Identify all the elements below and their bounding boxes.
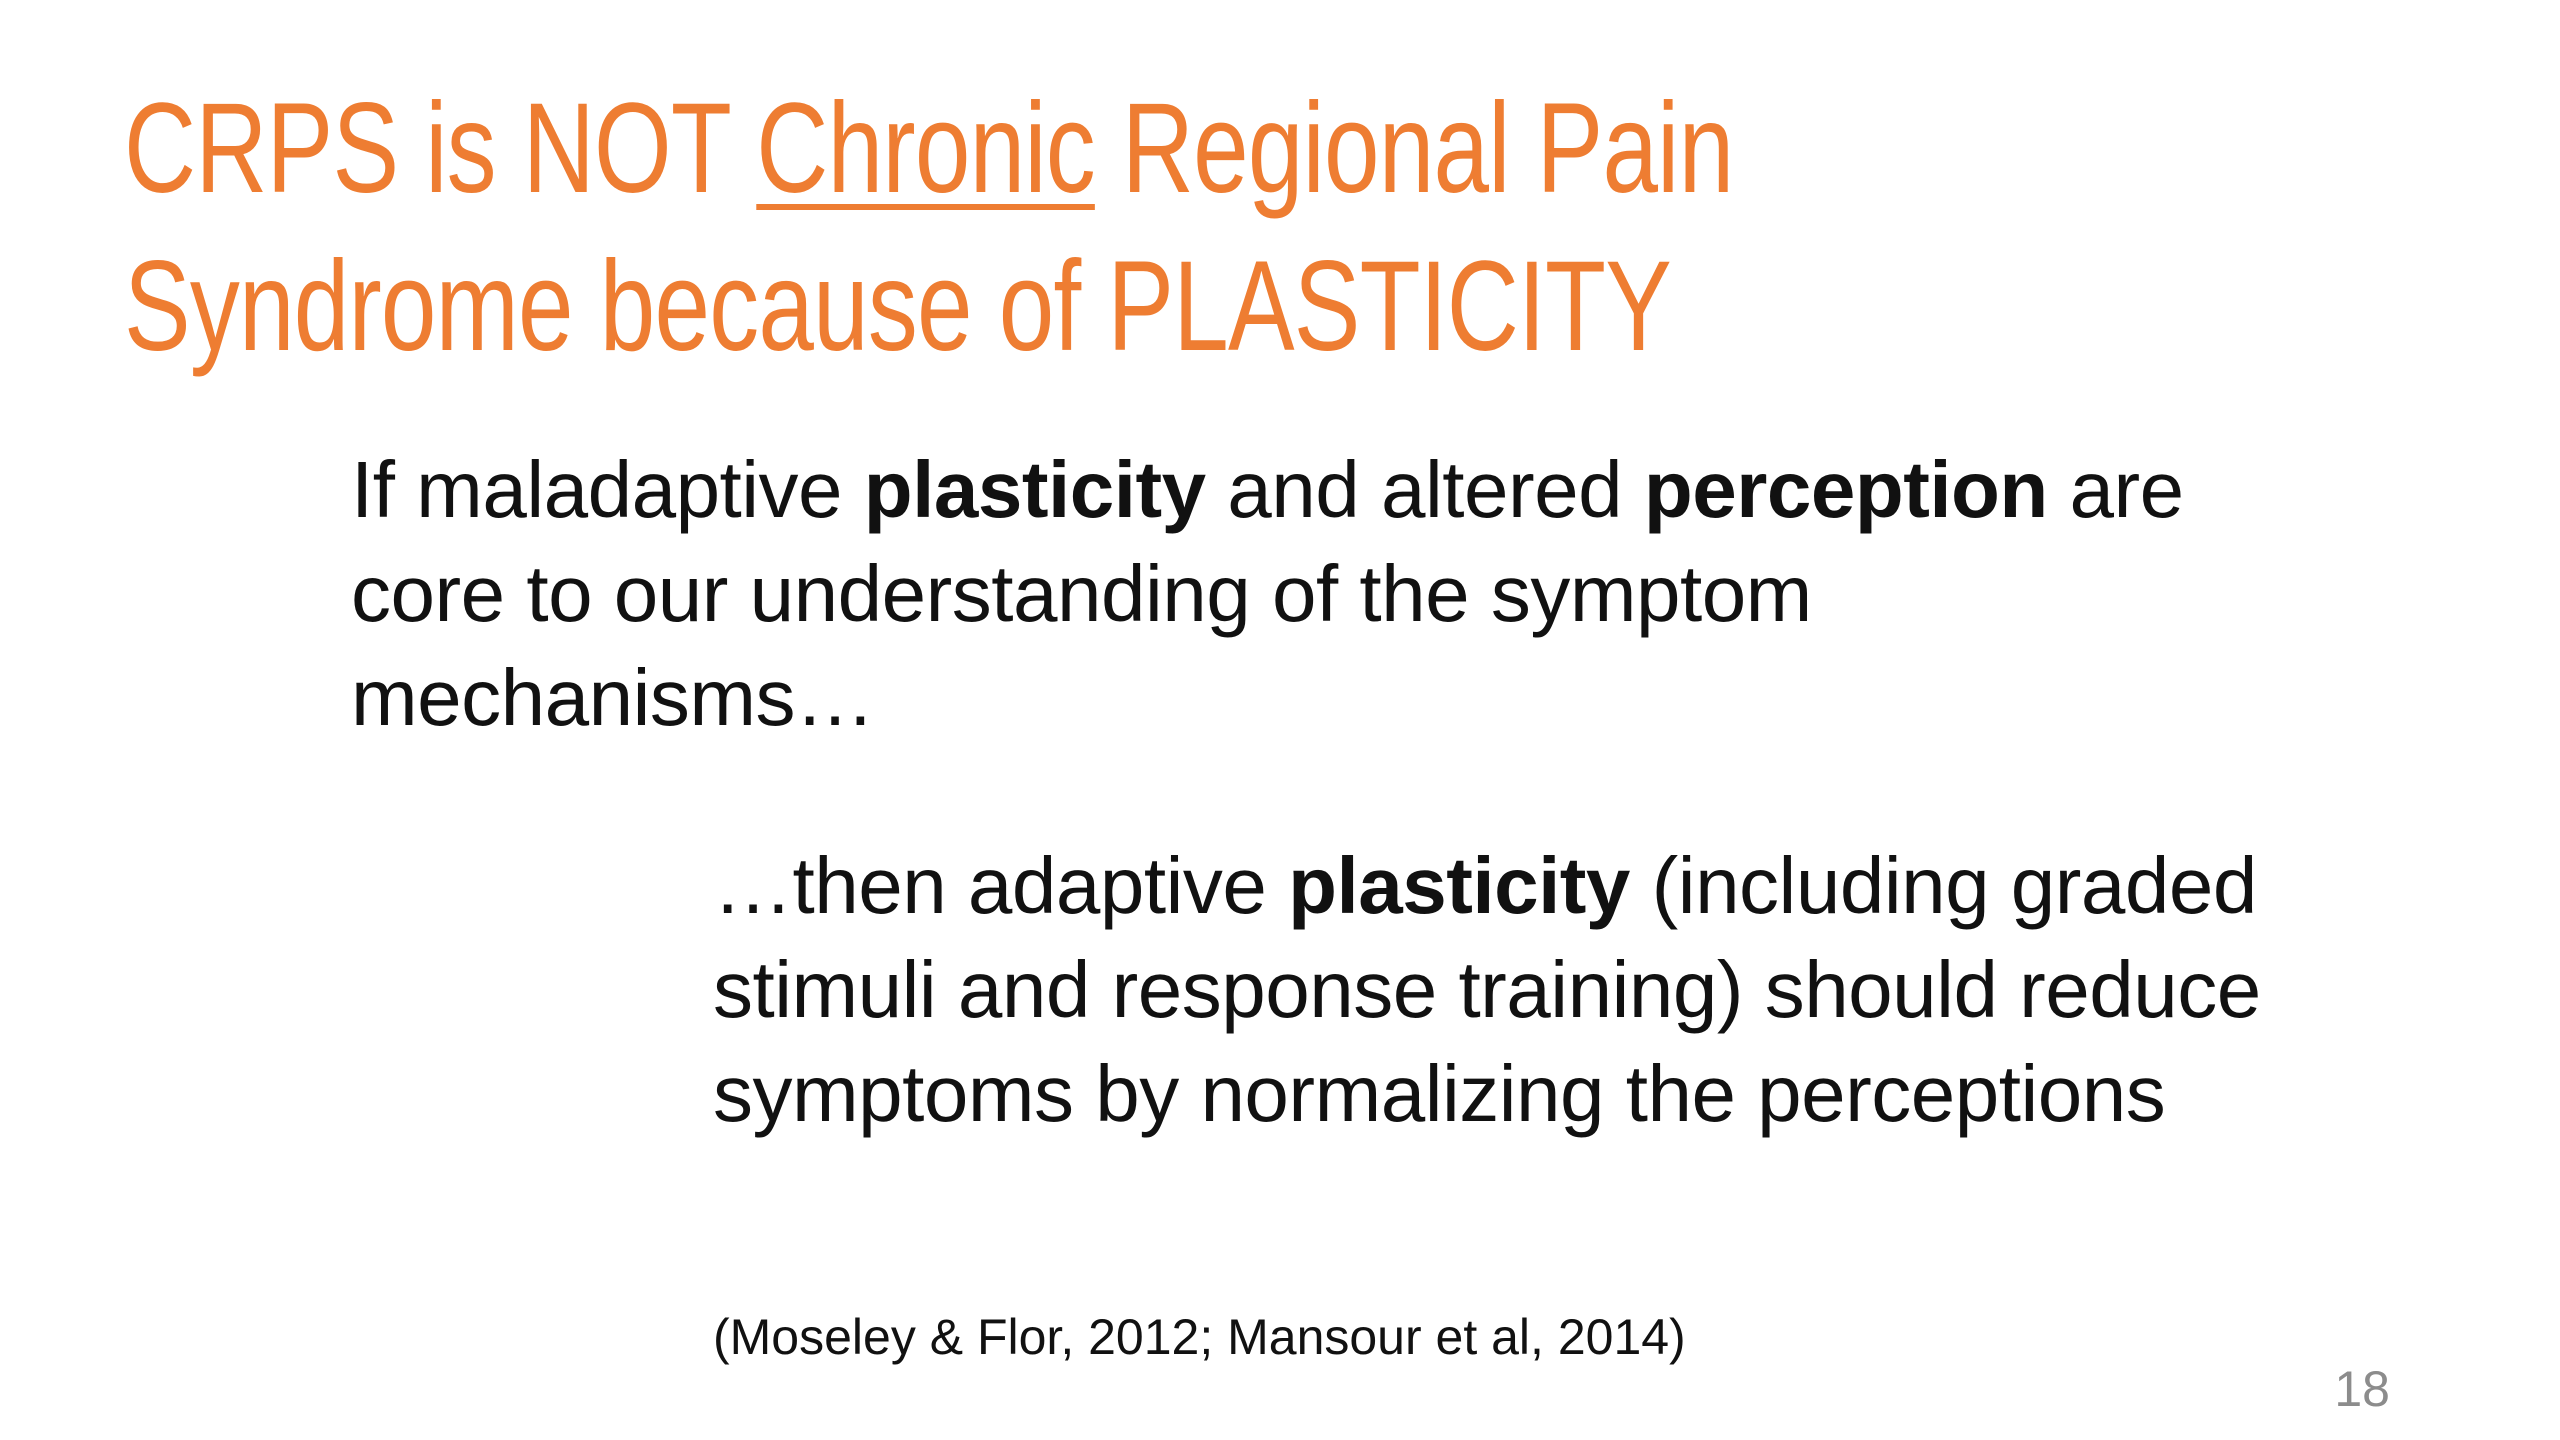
bold-run: plasticity [1288, 841, 1630, 930]
paragraph: …then adaptive plasticity (including gra… [713, 834, 2433, 1146]
text-run: If maladaptive [351, 445, 864, 534]
title-underlined: Chronic [756, 77, 1095, 220]
slide-title: CRPS is NOT Chronic Regional Pain Syndrom… [124, 70, 2074, 386]
bold-run: plasticity [863, 445, 1206, 534]
text-run: are core to our understanding of the sym… [351, 445, 2184, 742]
bold-run: perception [1643, 445, 2048, 534]
text-run: …then adaptive [713, 841, 1289, 930]
citation: (Moseley & Flor, 2012; Mansour et al, 20… [713, 1309, 1686, 1365]
paragraph: If maladaptive plasticity and altered pe… [351, 438, 2351, 750]
title-text: Regional Pain [1094, 77, 1734, 220]
page-number: 18 [2334, 1361, 2390, 1417]
text-run: and altered [1205, 445, 1644, 534]
text-run: (including graded stimuli and response t… [713, 841, 2261, 1138]
title-text: Syndrome because of PLASTICITY [124, 235, 1672, 378]
title-text: CRPS is NOT [124, 77, 757, 220]
